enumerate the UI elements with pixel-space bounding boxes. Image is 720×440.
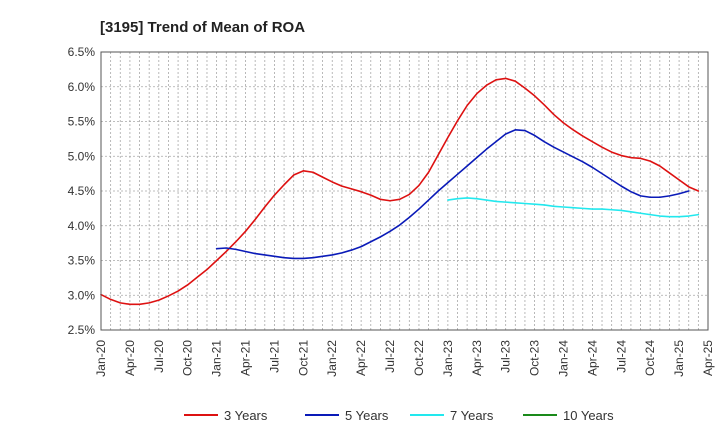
chart-title: [3195] Trend of Mean of ROA: [100, 19, 305, 36]
plot-frame: [100, 51, 709, 331]
y-tick-label: 6.5%: [68, 45, 96, 59]
legend: 3 Years 5 Years 7 Years 10 Years: [184, 408, 614, 423]
x-tick-label: Oct-22: [412, 340, 426, 376]
series-line-7-years: [447, 197, 700, 218]
legend-label-3-years: 3 Years: [224, 408, 268, 423]
legend-label-10-years: 10 Years: [563, 408, 614, 423]
x-tick-label: Apr-22: [354, 340, 368, 376]
x-tick-label: Oct-21: [296, 340, 310, 376]
y-tick-label: 4.0%: [68, 219, 96, 233]
x-tick-label: Jan-22: [325, 340, 339, 377]
x-tick-label: Apr-20: [123, 340, 137, 376]
x-tick-label: Oct-24: [643, 340, 657, 376]
x-tick-label: Jul-22: [383, 340, 397, 373]
series-line-5-years: [215, 129, 690, 260]
y-tick-label: 3.0%: [68, 288, 96, 302]
x-tick-label: Oct-20: [181, 340, 195, 376]
y-tick-label: 4.5%: [68, 184, 96, 198]
legend-label-5-years: 5 Years: [345, 408, 389, 423]
x-tick-label: Jan-21: [210, 340, 224, 377]
y-tick-label: 2.5%: [68, 323, 96, 337]
x-tick-label: Jan-24: [556, 340, 570, 377]
y-tick-label: 5.0%: [68, 149, 96, 163]
plot-grid: [100, 51, 709, 331]
x-tick-label: Jul-21: [267, 340, 281, 373]
x-tick-label: Jan-25: [672, 340, 686, 377]
x-axis-ticks: Jan-20 Apr-20 Jul-20 Oct-20 Jan-21 Apr-21 Jul-…: [94, 340, 715, 377]
y-axis-ticks: 2.5% 3.0% 3.5% 4.0% 4.5% 5.0% 5.5% 6.0% 6.5%: [68, 45, 96, 337]
x-tick-label: Apr-25: [701, 340, 715, 376]
x-tick-label: Jul-20: [152, 340, 166, 373]
y-tick-label: 5.5%: [68, 115, 96, 129]
x-tick-label: Jul-24: [614, 340, 628, 373]
x-tick-label: Apr-23: [470, 340, 484, 376]
series-lines: [100, 77, 700, 306]
x-tick-label: Apr-24: [585, 340, 599, 376]
legend-label-7-years: 7 Years: [450, 408, 494, 423]
series-line-3-years: [100, 77, 700, 306]
y-tick-label: 6.0%: [68, 80, 96, 94]
x-tick-label: Oct-23: [528, 340, 542, 376]
y-tick-label: 3.5%: [68, 254, 96, 268]
x-tick-label: Apr-21: [239, 340, 253, 376]
x-tick-label: Jan-23: [441, 340, 455, 377]
x-tick-label: Jan-20: [94, 340, 108, 377]
x-tick-label: Jul-23: [499, 340, 513, 373]
